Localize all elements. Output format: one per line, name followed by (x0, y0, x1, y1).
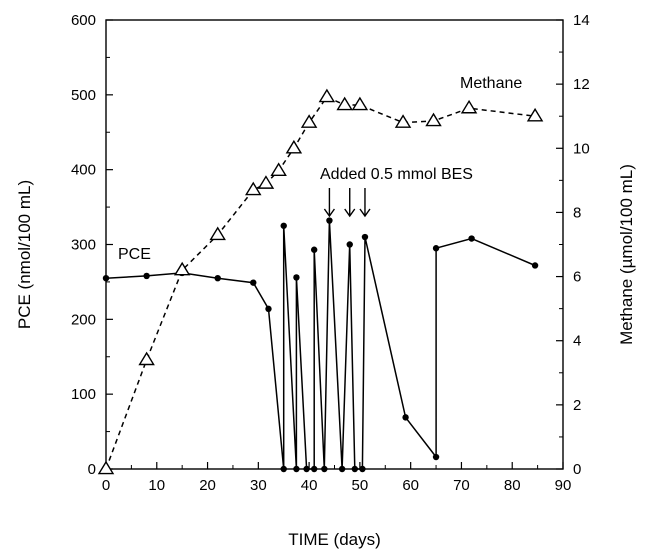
methane-point (300, 114, 318, 128)
y-right-tick-label: 14 (573, 12, 590, 29)
x-tick-label: 60 (402, 477, 419, 494)
methane-point (173, 261, 191, 276)
y-left-tick-label: 600 (71, 12, 96, 29)
x-tick-label: 90 (555, 477, 572, 494)
methane-point (285, 139, 303, 154)
x-tick-label: 50 (352, 477, 369, 494)
series-line-pce (105, 220, 536, 470)
methane-point (526, 107, 544, 122)
methane-point (209, 226, 226, 241)
pce-point (214, 274, 221, 282)
x-tick-label: 30 (250, 477, 267, 494)
methane-point (245, 181, 262, 196)
pce-point (338, 465, 346, 473)
series (97, 88, 544, 475)
y-right-tick-label: 4 (573, 333, 581, 350)
pce-point (102, 274, 110, 282)
methane-point (425, 112, 442, 127)
x-tick-label: 20 (199, 477, 216, 494)
pce-point (310, 465, 318, 473)
y-left-tick-label: 500 (71, 87, 96, 104)
x-tick-label: 70 (453, 477, 470, 494)
axes: 0 10 20 30 40 50 60 70 80 90010020030040050060002… (71, 12, 590, 494)
x-axis-label: TIME (days) (288, 530, 381, 549)
pce-point (359, 465, 366, 473)
y-left-axis-label: PCE (nmol/100 mL) (15, 180, 34, 329)
pce-point (280, 465, 287, 473)
annotation-arrow-head (359, 208, 371, 218)
series-methane (97, 88, 544, 475)
pce-point (293, 465, 300, 473)
x-tick-label: 10 (148, 477, 165, 494)
series-line-methane (105, 96, 536, 470)
annotations: PCE Methane Added 0.5 mmol BES (118, 75, 522, 263)
y-left-tick-label: 0 (88, 461, 96, 478)
annotation-arrow-head (344, 208, 356, 218)
pce-point (303, 465, 310, 473)
series-pce (102, 217, 539, 473)
x-tick-label: 0 (102, 477, 110, 494)
y-right-tick-label: 0 (573, 461, 581, 478)
methane-point (138, 351, 155, 366)
methane-point (460, 99, 478, 114)
y-left-tick-label: 300 (71, 237, 96, 254)
pce-point (346, 241, 353, 248)
y-right-tick-label: 2 (573, 397, 581, 414)
methane-point (97, 460, 115, 475)
methane-point (257, 175, 275, 189)
y-right-tick-label: 6 (573, 269, 581, 286)
y-right-axis-label: Methane (µmol/100 mL) (617, 164, 636, 345)
pce-point (265, 305, 272, 313)
methane-point (318, 88, 336, 103)
pce-point (468, 235, 475, 242)
series-label-methane: Methane (460, 75, 522, 92)
pce-point (310, 246, 318, 253)
pce-point (351, 465, 359, 473)
pce-point (293, 274, 300, 281)
y-right-tick-label: 8 (573, 204, 581, 221)
y-left-tick-label: 200 (71, 311, 96, 328)
methane-point (351, 96, 369, 111)
methane-point (270, 162, 287, 176)
pce-point (432, 245, 440, 252)
y-left-tick-label: 100 (71, 386, 96, 403)
annotation-bes-text: Added 0.5 mmol BES (320, 166, 473, 183)
y-left-tick-label: 400 (71, 162, 96, 179)
y-right-tick-label: 10 (573, 140, 590, 157)
methane-point (336, 96, 353, 111)
x-tick-label: 80 (504, 477, 521, 494)
methane-point (394, 114, 412, 128)
pce-point (280, 222, 287, 229)
pce-point (326, 217, 333, 224)
x-tick-label: 40 (301, 477, 318, 494)
pce-point (321, 465, 328, 473)
pce-point (143, 272, 150, 280)
pce-point (361, 233, 369, 241)
pce-point (402, 414, 409, 421)
pce-point (432, 453, 440, 461)
y-right-tick-label: 12 (573, 76, 590, 93)
annotation-arrow-head (323, 208, 335, 218)
pce-point (531, 262, 539, 269)
pce-point (250, 279, 257, 286)
series-label-pce: PCE (118, 246, 151, 263)
